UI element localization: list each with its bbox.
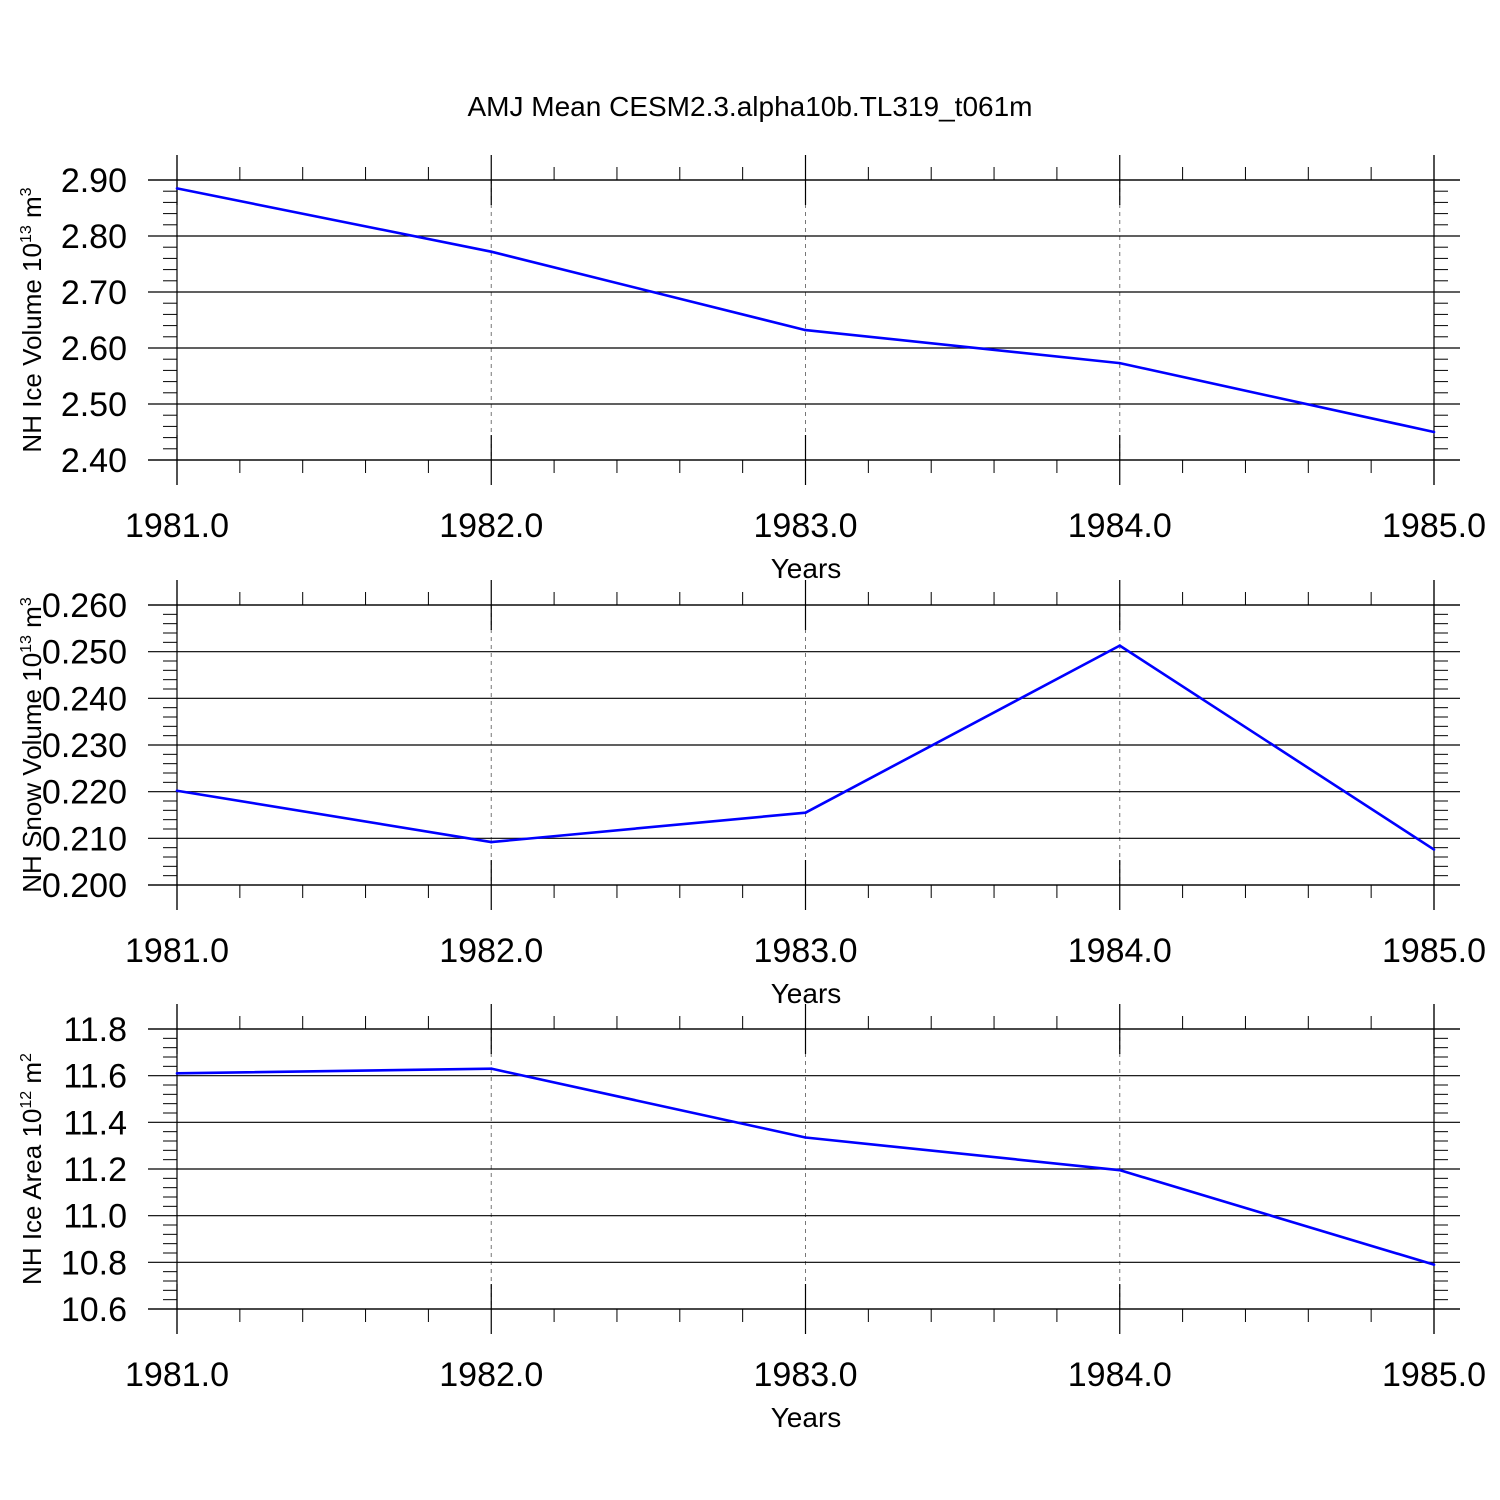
- y-axis-label-part: 2: [18, 1053, 35, 1062]
- x-tick-label: 1982.0: [439, 507, 543, 545]
- y-tick-label: 11.0: [63, 1198, 127, 1236]
- y-tick-label: 11.8: [63, 1011, 127, 1049]
- x-tick-label: 1983.0: [754, 932, 858, 970]
- x-tick-label: 1981.0: [125, 1356, 229, 1394]
- y-axis-label: NH Ice Area 1012 m2: [17, 1053, 47, 1285]
- x-tick-label: 1985.0: [1382, 507, 1486, 545]
- y-axis-label-part: 3: [18, 187, 35, 196]
- y-axis-label: NH Ice Volume 1013 m3: [17, 187, 47, 452]
- y-tick-label: 2.70: [61, 274, 127, 312]
- data-point: [489, 250, 493, 253]
- y-tick-label: 0.240: [42, 680, 127, 718]
- y-tick-label: 10.6: [61, 1291, 127, 1329]
- data-point: [175, 187, 179, 190]
- y-tick-label: 0.200: [42, 867, 127, 905]
- data-point: [1432, 1263, 1436, 1266]
- y-tick-label: 0.220: [42, 774, 127, 812]
- data-point: [804, 328, 807, 332]
- data-point: [1432, 848, 1436, 851]
- x-tick-label: 1984.0: [1068, 932, 1172, 970]
- panel-1: 2.40 2.50 2.60 2.70 2.80 2.90 1981.0 1982.0 1983…: [17, 155, 1486, 584]
- data-point: [804, 1136, 807, 1139]
- y-axis-label-part: m: [17, 196, 47, 225]
- x-tick-label: 1983.0: [754, 1356, 858, 1394]
- y-axis-label: NH Snow Volume 1013 m3: [17, 597, 47, 893]
- y-axis-label-part: 13: [18, 225, 35, 243]
- y-axis-label-part: m: [17, 1062, 47, 1091]
- panel-3: 10.6 10.8 11.0 11.2 11.4 11.6 11.8 1981.0 1982.0…: [17, 1004, 1486, 1433]
- x-tick-label: 1982.0: [439, 932, 543, 970]
- y-axis-label-part: NH Ice Area 10: [17, 1109, 47, 1285]
- x-tick-label: 1983.0: [754, 507, 858, 545]
- y-axis-label-part: m: [17, 606, 47, 635]
- data-point: [175, 789, 179, 793]
- y-tick-label: 10.8: [61, 1244, 127, 1282]
- y-axis-label-part: 12: [18, 1091, 35, 1109]
- data-point: [489, 840, 493, 844]
- x-axis-label: Years: [771, 553, 842, 584]
- data-point: [1118, 644, 1122, 647]
- y-tick-label: 0.230: [42, 727, 127, 765]
- data-point: [804, 811, 807, 814]
- y-tick-label: 11.4: [63, 1104, 127, 1142]
- y-tick-label: 0.260: [42, 587, 127, 625]
- figure-title: AMJ Mean CESM2.3.alpha10b.TL319_t061m: [468, 91, 1033, 122]
- y-tick-label: 11.6: [63, 1058, 127, 1096]
- data-point: [1432, 430, 1436, 434]
- y-tick-label: 0.250: [42, 634, 127, 672]
- y-axis-label-part: NH Snow Volume 10: [17, 653, 47, 893]
- y-tick-label: 2.50: [61, 386, 127, 424]
- y-axis-label-part: 13: [18, 635, 35, 653]
- y-tick-label: 11.2: [63, 1151, 127, 1189]
- x-tick-label: 1981.0: [125, 932, 229, 970]
- data-point: [175, 1072, 179, 1075]
- y-tick-label: 2.80: [61, 218, 127, 256]
- y-axis-label-part: NH Ice Volume 10: [17, 243, 47, 453]
- x-axis-label: Years: [771, 978, 842, 1009]
- y-tick-label: 2.60: [61, 330, 127, 368]
- data-point: [1118, 361, 1122, 365]
- x-tick-label: 1984.0: [1068, 1356, 1172, 1394]
- x-axis-label: Years: [771, 1402, 842, 1433]
- x-tick-label: 1985.0: [1382, 1356, 1486, 1394]
- panel-2: 0.200 0.210 0.220 0.230 0.240 0.250 0.260 1981.…: [17, 580, 1486, 1009]
- y-tick-label: 2.40: [61, 442, 127, 480]
- y-tick-label: 2.90: [61, 162, 127, 200]
- x-tick-label: 1981.0: [125, 507, 229, 545]
- data-point: [489, 1067, 493, 1070]
- y-axis-label-part: 3: [18, 597, 35, 606]
- y-tick-label: 0.210: [42, 820, 127, 858]
- data-point: [1118, 1168, 1122, 1172]
- x-tick-label: 1985.0: [1382, 932, 1486, 970]
- x-tick-label: 1982.0: [439, 1356, 543, 1394]
- x-tick-label: 1984.0: [1068, 507, 1172, 545]
- series-line: [176, 644, 1435, 851]
